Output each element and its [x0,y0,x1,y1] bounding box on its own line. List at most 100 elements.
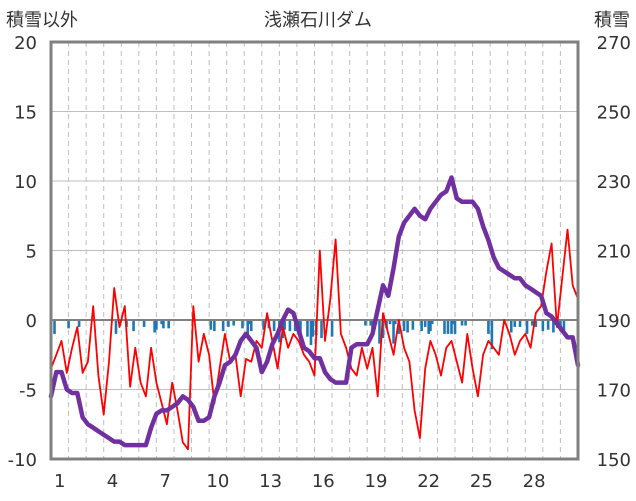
precip-bar [427,320,430,334]
y-right-tick-label: 250 [597,103,631,124]
precip-bar [232,320,235,326]
precip-bar [160,320,163,325]
precip-bar [153,320,156,333]
x-tick-label: 25 [470,471,493,492]
plot-frame [49,40,580,461]
y-right-tick-label: 270 [597,33,631,54]
precip-bar [162,320,165,329]
precip-bar [241,320,244,329]
x-tick-label: 19 [365,471,388,492]
precip-bar [534,320,538,327]
precip-bar [562,320,566,332]
precip-bar [546,320,550,330]
x-tick-label: 13 [259,471,282,492]
precip-bar [392,320,395,344]
precip-bar [299,320,302,336]
x-tick-label: 10 [206,471,229,492]
precip-bar [330,320,334,337]
y-right-tick-label: 150 [597,450,631,471]
precip-bar [453,320,457,334]
y-left-tick-label: 10 [14,172,37,193]
precip-bar [460,320,464,326]
precip-bar [272,320,276,332]
precip-bar [378,320,381,344]
precip-bar [67,320,70,329]
precip-bar [420,320,423,332]
precip-bar [381,320,385,339]
precip-bar [490,320,494,350]
precip-bar [423,320,427,327]
precip-bar [531,320,534,326]
y-left-tick-label: -10 [8,450,37,471]
precip-bar [552,320,555,333]
precip-bar [248,320,251,325]
precip-bar [394,320,397,325]
precip-bar [557,320,560,325]
precip-bar [364,320,367,326]
precip-bar [397,320,401,334]
precip-bar [209,320,213,330]
y-right-tick-label: 230 [597,172,631,193]
precip-bar [221,320,225,332]
y-axis-right-label: 積雪 [594,10,630,31]
precip-bar [320,320,323,339]
precip-bar [525,320,529,334]
precip-bar [213,320,216,332]
x-tick-label: 7 [159,471,170,492]
precip-bar [388,320,392,325]
precip-bar [311,320,315,337]
precip-bar [411,320,415,330]
precip-bar [450,320,453,334]
precip-bar [306,320,309,337]
precip-bar [541,320,545,332]
precip-bar [443,320,446,334]
precip-bar [487,320,490,334]
y-right-tick-label: 190 [597,311,631,332]
precip-bar [446,320,450,334]
precip-bar [283,320,286,330]
x-tick-label: 22 [417,471,440,492]
precip-bar [288,320,292,332]
precip-bar [77,320,81,327]
y-left-tick-label: 20 [14,33,37,54]
plot-border [49,40,580,461]
x-tick-label: 1 [54,471,65,492]
precip-bar [518,320,522,327]
precip-bar [227,320,230,327]
precip-bar [369,320,373,326]
precip-bar [246,320,250,334]
precip-bar [53,320,56,334]
precip-bar [513,320,517,327]
precip-bar [262,320,265,330]
precip-bar [430,320,434,325]
chart-title: 浅瀬石川ダム [264,10,372,31]
series-lines [48,175,581,451]
y-right-tick-label: 170 [597,381,631,402]
snow-depth-line [48,175,581,448]
y-left-tick-label: 0 [26,311,37,332]
y-right-tick-label: 210 [597,242,631,263]
x-tick-label: 28 [523,471,546,492]
y-left-tick-label: 15 [14,103,37,124]
x-tick-label: 4 [107,471,118,492]
precip-bars [53,320,566,350]
tick-labels: -10 -5 0 5 10 15 20 150 170 190 210 230 250 270 1 4 7 10 1… [8,33,631,492]
y-left-tick-label: 5 [26,242,37,263]
temperature-line [50,228,579,451]
y-left-tick-label: -5 [19,381,37,402]
precip-bar [402,320,406,332]
precip-bar [132,320,135,332]
precip-bar [464,320,467,326]
y-axis-left-label: 積雪以外 [6,10,78,31]
precip-bar [451,320,455,325]
precip-bar [155,320,158,330]
grid [51,41,578,460]
precip-bar [406,320,409,333]
x-tick-label: 16 [312,471,335,492]
precip-bar [142,320,146,327]
precip-bar [309,320,313,346]
precip-bar [509,320,513,333]
precip-bar [114,320,118,334]
precip-bar [429,320,432,332]
